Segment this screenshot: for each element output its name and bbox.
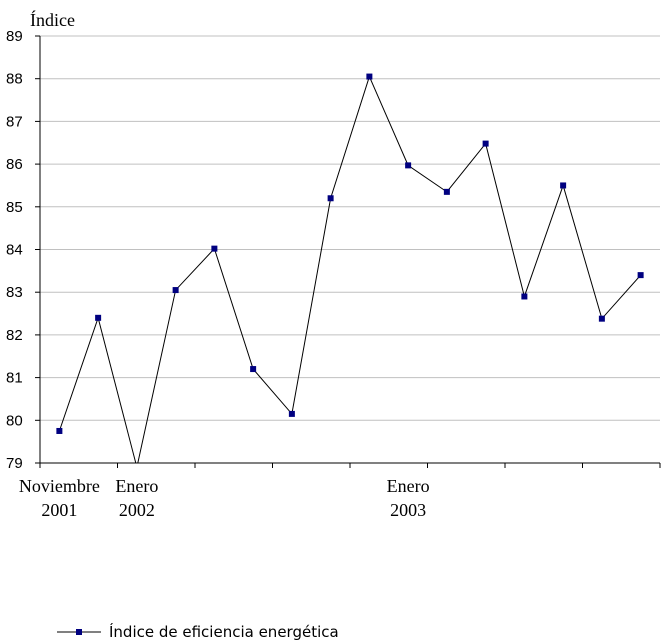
- x-tick-label: Noviembre: [19, 476, 100, 496]
- data-point: [366, 73, 373, 80]
- data-point: [56, 427, 63, 434]
- data-point: [521, 293, 528, 300]
- data-point: [560, 182, 567, 189]
- data-point: [598, 315, 605, 322]
- y-tick-label: 89: [6, 28, 23, 45]
- y-tick-label: 79: [6, 455, 23, 472]
- data-point: [482, 140, 489, 147]
- x-tick-label: Enero: [115, 476, 158, 496]
- series-line: [58, 75, 641, 463]
- data-point: [250, 366, 257, 373]
- y-tick-label: 83: [6, 284, 23, 301]
- series-layer: [56, 73, 644, 463]
- y-tick-label: 86: [6, 156, 23, 173]
- y-tick-label: 84: [6, 242, 23, 259]
- y-axis-label: Índice: [30, 9, 75, 30]
- y-tick-label: 82: [6, 327, 23, 344]
- data-point: [443, 188, 450, 195]
- axes: 79 80 81 82 83 84 85 86 87 88 89: [6, 28, 661, 472]
- data-point: [95, 314, 102, 321]
- data-point: [327, 195, 334, 202]
- y-tick-label: 88: [6, 71, 23, 88]
- x-tick-label: 2001: [41, 500, 77, 520]
- data-point: [288, 410, 295, 417]
- y-tick-label: 81: [6, 370, 23, 387]
- x-tick-label: 2002: [119, 500, 155, 520]
- x-tick-label: 2003: [390, 500, 426, 520]
- y-tick-label: 85: [6, 199, 23, 216]
- data-point: [637, 272, 644, 279]
- legend: Índice de eficiencia energética: [57, 622, 339, 641]
- x-tick-labels: Noviembre 2001 Enero 2002 Enero 2003: [19, 476, 430, 520]
- data-point: [172, 287, 179, 294]
- legend-label: Índice de eficiencia energética: [109, 622, 339, 641]
- data-point: [211, 245, 218, 252]
- data-point: [405, 162, 412, 169]
- y-tick-label: 87: [6, 113, 23, 130]
- y-tick-label: 80: [6, 412, 23, 429]
- gridlines: [40, 35, 660, 421]
- x-tick-label: Enero: [387, 476, 430, 496]
- legend-marker-symbol: [76, 629, 82, 635]
